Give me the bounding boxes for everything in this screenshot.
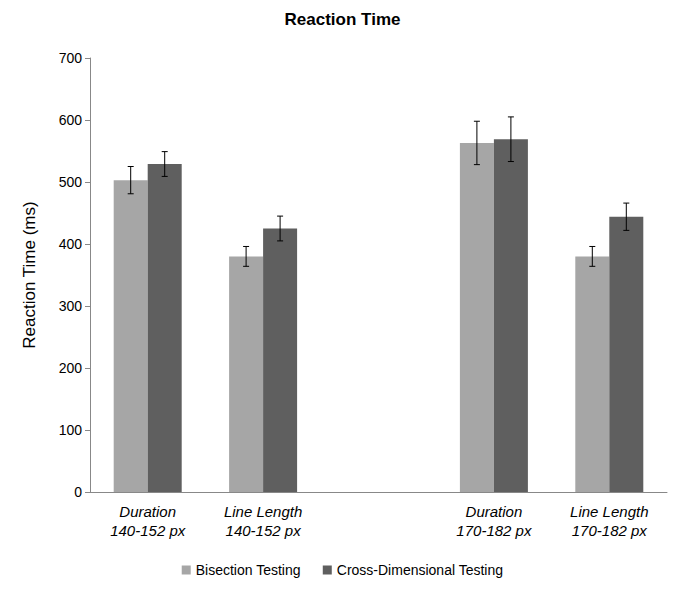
svg-text:0: 0 (74, 484, 82, 500)
svg-text:140-152 px: 140-152 px (226, 522, 302, 539)
svg-text:Reaction Time (ms): Reaction Time (ms) (20, 201, 39, 348)
svg-text:600: 600 (59, 112, 83, 128)
svg-text:Line Length: Line Length (224, 503, 302, 520)
svg-text:300: 300 (59, 298, 83, 314)
svg-text:200: 200 (59, 360, 83, 376)
svg-text:Line Length: Line Length (570, 503, 648, 520)
svg-text:Reaction Time: Reaction Time (285, 10, 401, 29)
svg-text:500: 500 (59, 174, 83, 190)
svg-text:100: 100 (59, 422, 83, 438)
svg-text:Duration: Duration (466, 503, 523, 520)
svg-text:140-152 px: 140-152 px (110, 522, 186, 539)
svg-text:700: 700 (59, 50, 83, 66)
svg-text:Duration: Duration (119, 503, 176, 520)
svg-text:170-182 px: 170-182 px (456, 522, 532, 539)
svg-text:400: 400 (59, 236, 83, 252)
svg-text:Cross-Dimensional Testing: Cross-Dimensional Testing (337, 562, 503, 578)
svg-text:170-182 px: 170-182 px (572, 522, 648, 539)
svg-text:Bisection Testing: Bisection Testing (196, 562, 301, 578)
